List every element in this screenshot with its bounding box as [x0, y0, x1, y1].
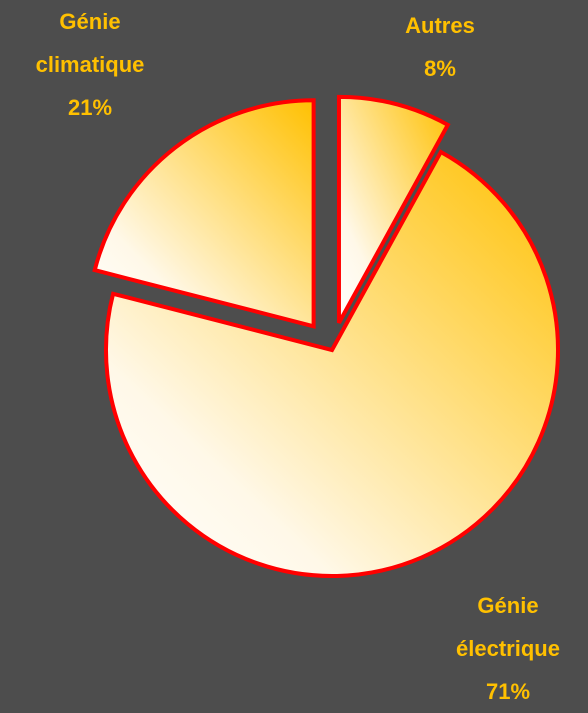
pie-slice: [336, 94, 451, 324]
category-label: Génie électrique: [456, 593, 560, 661]
slice-label: Génie climatique 21%: [20, 0, 160, 129]
value-label: 21%: [67, 95, 113, 120]
pie-slice: [92, 98, 316, 329]
slice-label: Génie électrique 71%: [438, 584, 578, 713]
slice-label: Autres 8%: [370, 4, 510, 90]
category-label: Autres: [405, 13, 475, 38]
pie-slice: [104, 149, 560, 578]
value-label: 71%: [485, 679, 531, 704]
value-label: 8%: [424, 56, 456, 81]
category-label: Génie climatique: [35, 9, 145, 77]
